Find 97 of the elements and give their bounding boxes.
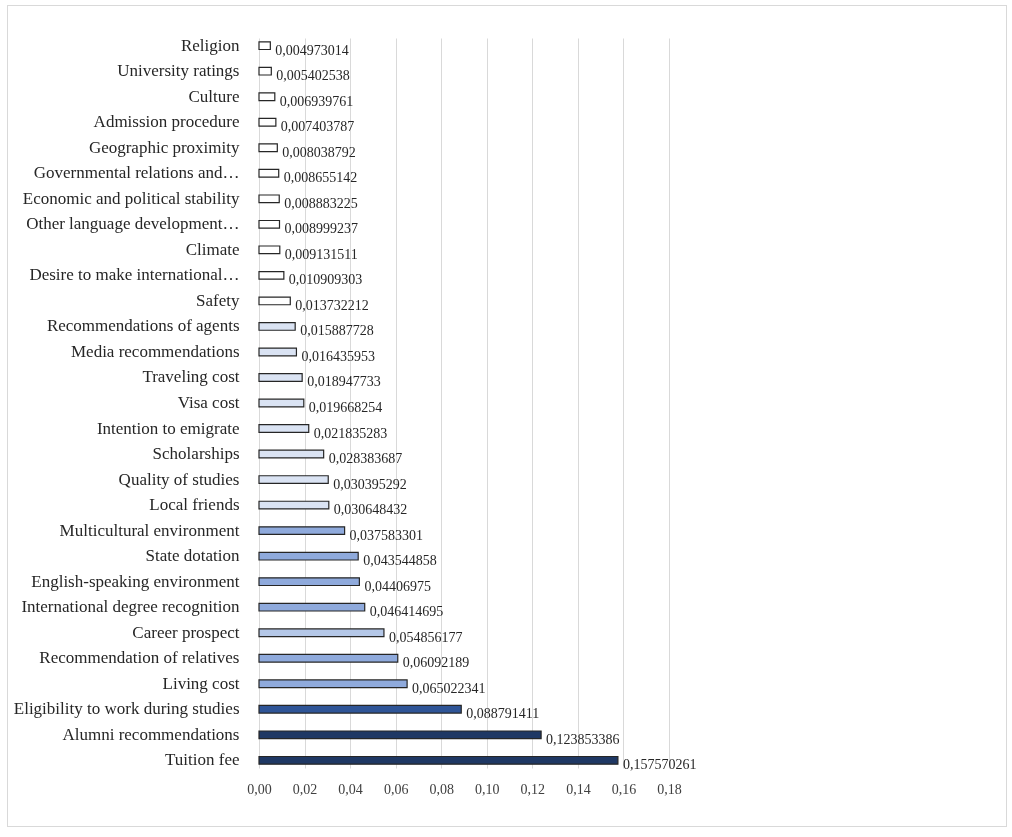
bar <box>258 704 462 714</box>
y-tick-label: Other language development… <box>26 214 240 234</box>
data-label: 0,007403787 <box>280 119 355 135</box>
bar <box>258 296 291 306</box>
y-tick-label: Governmental relations and… <box>33 163 240 183</box>
data-label: 0,04406975 <box>364 578 431 594</box>
bar <box>258 270 285 280</box>
bar <box>258 219 281 229</box>
y-tick-label: Eligibility to work during studies <box>13 699 240 719</box>
data-label: 0,157570261 <box>622 757 697 773</box>
bar <box>258 143 278 153</box>
y-tick-label: Desire to make international… <box>29 265 240 285</box>
y-tick-label: Local friends <box>149 495 240 515</box>
y-tick-label: Admission procedure <box>93 112 240 132</box>
bar <box>258 424 310 433</box>
y-tick-label: Scholarships <box>152 444 240 464</box>
data-label: 0,009131511 <box>284 246 358 262</box>
bar <box>258 679 408 689</box>
bar <box>258 628 385 638</box>
y-tick-label: English-speaking environment <box>31 571 240 591</box>
x-tick-label: 0,12 <box>520 781 546 797</box>
data-label: 0,054856177 <box>388 629 463 645</box>
y-tick-label: University ratings <box>117 61 240 81</box>
bar <box>258 730 542 740</box>
bar <box>258 322 296 331</box>
data-label: 0,030648432 <box>333 502 408 518</box>
bar <box>258 602 366 612</box>
y-tick-label: Geographic proximity <box>88 137 240 157</box>
bar <box>258 245 281 255</box>
bar <box>258 526 346 536</box>
bar <box>258 653 399 663</box>
x-tick-label: 0,14 <box>566 781 591 797</box>
y-tick-label: Climate <box>185 239 240 259</box>
y-tick-label: Multicultural environment <box>59 520 240 540</box>
x-tick-label: 0,04 <box>338 781 363 797</box>
x-tick-label: 0,06 <box>383 781 409 797</box>
y-tick-label: International degree recognition <box>21 597 240 617</box>
y-tick-label: Quality of studies <box>118 469 240 489</box>
data-label: 0,019668254 <box>308 400 383 415</box>
y-tick-label: Culture <box>188 86 240 106</box>
x-tick-label: 0,18 <box>657 781 682 797</box>
x-tick-label: 0,10 <box>475 781 500 797</box>
data-label: 0,030395292 <box>333 476 407 492</box>
bar <box>258 755 619 765</box>
bar <box>258 475 329 484</box>
data-label: 0,037583301 <box>349 527 424 543</box>
data-label: 0,06092189 <box>402 655 470 671</box>
x-tick-label: 0,16 <box>611 781 637 797</box>
bar <box>258 398 305 408</box>
bar <box>258 194 280 204</box>
bar <box>258 500 330 510</box>
data-label: 0,008655142 <box>283 170 358 186</box>
y-tick-label: Religion <box>180 35 240 55</box>
data-label: 0,043544858 <box>363 553 437 569</box>
y-tick-label: Alumni recommendations <box>62 724 240 744</box>
bar <box>258 66 272 76</box>
data-label: 0,046414695 <box>369 604 444 620</box>
x-tick-label: 0,00 <box>247 781 272 797</box>
x-tick-label: 0,08 <box>429 781 454 797</box>
data-label: 0,008038792 <box>282 144 356 160</box>
bar <box>258 551 359 561</box>
y-tick-label: Career prospect <box>132 622 240 642</box>
bar <box>258 577 360 587</box>
data-label: 0,008883225 <box>284 195 358 211</box>
data-label: 0,018947733 <box>307 374 381 390</box>
y-tick-label: Living cost <box>162 673 240 693</box>
data-label: 0,065022341 <box>412 680 486 696</box>
y-tick-label: Traveling cost <box>142 367 240 387</box>
y-tick-label: Media recommendations <box>70 341 240 361</box>
bar <box>258 347 298 357</box>
data-label: 0,005402538 <box>276 68 350 84</box>
data-label: 0,015887728 <box>300 323 374 339</box>
data-label: 0,013732212 <box>295 297 369 313</box>
x-tick-label: 0,02 <box>292 781 318 797</box>
data-label: 0,004973014 <box>275 42 349 58</box>
data-label: 0,123853386 <box>546 731 620 747</box>
data-label: 0,008999237 <box>284 221 358 237</box>
y-tick-label: Recommendation of relatives <box>39 648 240 668</box>
y-tick-label: Safety <box>196 290 240 310</box>
y-tick-label: Tuition fee <box>165 750 240 770</box>
y-tick-label: Intention to emigrate <box>96 418 240 438</box>
y-tick-label: Visa cost <box>177 393 240 412</box>
data-label: 0,010909303 <box>288 272 363 288</box>
bar <box>258 117 277 127</box>
y-tick-label: Recommendations of agents <box>46 316 240 336</box>
data-label: 0,016435953 <box>301 348 375 364</box>
data-label: 0,028383687 <box>328 451 403 467</box>
bar <box>258 373 303 382</box>
bar <box>258 41 271 51</box>
data-label: 0,006939761 <box>279 93 354 109</box>
y-tick-label: State dotation <box>145 546 240 566</box>
bar <box>258 449 325 459</box>
bar <box>258 92 276 102</box>
bar <box>258 168 280 178</box>
y-tick-label: Economic and political stability <box>22 188 240 208</box>
data-label: 0,088791411 <box>466 706 540 722</box>
data-label: 0,021835283 <box>313 425 388 441</box>
